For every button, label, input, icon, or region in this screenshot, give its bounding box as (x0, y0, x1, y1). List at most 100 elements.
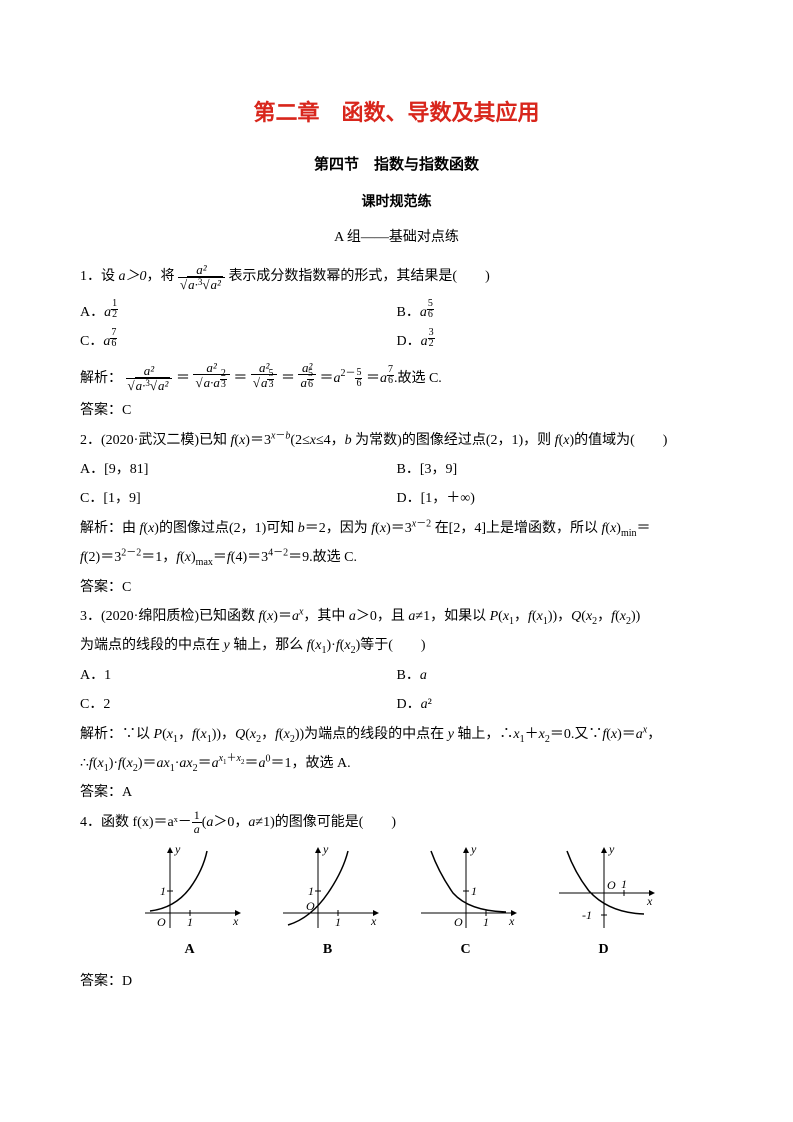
svg-text:1: 1 (335, 915, 341, 929)
q1-s2d: 3 (220, 380, 227, 390)
q1-b-label: B． (397, 305, 420, 320)
graph-b-svg: 1 1 O x y (273, 843, 383, 933)
q1-ans-label: 答案： (80, 403, 122, 418)
q1-s6d: 6 (387, 376, 394, 386)
q1-a-den: 2 (111, 310, 118, 320)
svg-text:y: y (470, 843, 477, 856)
svg-text:O: O (607, 878, 616, 892)
graph-a-svg: 1 1 O x y (135, 843, 245, 933)
q1-solution: 解析： a²a·3a² ＝ a²a·a23 ＝ a²a53 ＝ a²a56 ＝a… (80, 361, 713, 397)
practice-title: 课时规范练 (80, 188, 713, 217)
q1-stem-prefix: 1．设 (80, 269, 119, 284)
q1-den-a: a· (188, 277, 198, 292)
q1-main-frac: a² a·3a² (178, 263, 225, 291)
q3-choice-b: B．a (397, 661, 714, 690)
svg-text:O: O (157, 915, 166, 929)
q1-sol-f3: a²a53 (251, 361, 278, 397)
q4-graph-b: 1 1 O x y B (273, 843, 383, 964)
q2-solution: 解析：由 f(x)的图像过点(2，1)可知 b＝2，因为 f(x)＝3x－2 在… (80, 514, 713, 543)
section-title: 第四节 指数与指数函数 (80, 150, 713, 182)
q2-ans: C (122, 580, 131, 595)
q2-stem: 2．(2020·武汉二模)已知 f(x)＝3x－b(2≤x≤4，b 为常数)的图… (80, 426, 713, 455)
group-title: A 组——基础对点练 (80, 223, 713, 252)
q1-frac-num: a² (196, 262, 206, 277)
q2-sol-text: 由 f(x)的图像过点(2，1)可知 b＝2，因为 f(x)＝3x－2 在[2，… (122, 521, 651, 536)
svg-text:1: 1 (471, 884, 477, 898)
q1-answer: 答案：C (80, 396, 713, 425)
q4-ans-label: 答案： (80, 974, 122, 989)
q4-stem: 4．函数 f(x)＝aˣ－1a(a＞0，a≠1)的图像可能是( ) (80, 808, 713, 837)
q3-choice-c: C．2 (80, 690, 397, 719)
q1-c-label: C． (80, 334, 103, 349)
q1-b-den: 6 (427, 310, 434, 320)
q3-ans: A (122, 785, 132, 800)
graph-d-label: D (549, 935, 659, 964)
svg-text:y: y (174, 843, 181, 856)
q2-stem-text: 2．(2020·武汉二模)已知 f(x)＝3x－b(2≤x≤4，b 为常数)的图… (80, 433, 667, 448)
q3-answer: 答案：A (80, 778, 713, 807)
q3-d-text: D．a² (397, 697, 432, 712)
q2-choice-d: D．[1，＋∞) (397, 484, 714, 513)
q2-solution-2: f(2)＝32－2＝1，f(x)max＝f(4)＝34－2＝9.故选 C. (80, 543, 713, 572)
q1-s5rd: 6 (355, 379, 362, 389)
q2-sol-label: 解析： (80, 521, 122, 536)
q1-cond: a＞0 (119, 269, 147, 284)
svg-text:1: 1 (621, 877, 627, 891)
svg-text:O: O (454, 915, 463, 929)
q1-stem-mid: ，将 (147, 269, 179, 284)
graph-c-label: C (411, 935, 521, 964)
q1-a-label: A． (80, 305, 104, 320)
svg-text:x: x (232, 914, 239, 928)
q3-ans-label: 答案： (80, 785, 122, 800)
graph-a-label: A (135, 935, 245, 964)
svg-text:y: y (608, 843, 615, 856)
svg-text:1: 1 (308, 884, 314, 898)
q2-choice-c: C．[1，9] (80, 484, 397, 513)
q3-solution-1: 解析：∵以 P(x1，f(x1))，Q(x2，f(x2))为端点的线段的中点在 … (80, 720, 713, 749)
q4-ans: D (122, 974, 132, 989)
q1-sol-tail: 故选 C. (397, 371, 441, 386)
q3-b-text: B．a (397, 668, 427, 683)
q3-stem-2: 为端点的线段的中点在 y 轴上，那么 f(x1)·f(x2)等于( ) (80, 631, 713, 660)
q1-den-inner: a² (210, 276, 222, 292)
chapter-title: 第二章 函数、导数及其应用 (80, 90, 713, 136)
q3-sol1-text: ∵以 P(x1，f(x1))，Q(x2，f(x2))为端点的线段的中点在 y 轴… (122, 727, 661, 742)
q4-prefix: 4．函数 f(x)＝aˣ－ (80, 815, 192, 830)
q1-stem-suffix: 表示成分数指数幂的形式，其结果是( ) (228, 269, 489, 284)
q1-s3d: 3 (267, 380, 274, 390)
q3-sol-label: 解析： (80, 727, 122, 742)
q1-choice-a: A．a12 (80, 298, 397, 327)
svg-text:x: x (646, 894, 653, 908)
svg-text:1: 1 (160, 884, 166, 898)
q1-b-base: a (420, 305, 427, 320)
q4-graph-c: 1 1 O x y C (411, 843, 521, 964)
q1-choice-d: D．a32 (397, 327, 714, 356)
q1-choice-c: C．a76 (80, 327, 397, 356)
svg-text:1: 1 (187, 915, 193, 929)
q3-choices: A．1 B．a C．2 D．a² (80, 661, 713, 720)
q4-frac-d: a (194, 822, 200, 836)
q2-choice-a: A．[9，81] (80, 455, 397, 484)
q4-suffix: (a＞0，a≠1)的图像可能是( ) (202, 815, 396, 830)
q4-graph-a: 1 1 O x y A (135, 843, 245, 964)
q2-choices: A．[9，81] B．[3，9] C．[1，9] D．[1，＋∞) (80, 455, 713, 514)
q3-sol2-text: ∴f(x1)·f(x2)＝ax1·ax2＝ax1＋x2＝a0＝1，故选 A. (80, 756, 351, 771)
q3-choice-d: D．a² (397, 690, 714, 719)
svg-text:x: x (508, 914, 515, 928)
q2-answer: 答案：C (80, 573, 713, 602)
q1-sol-f4: a²a56 (298, 361, 316, 397)
q4-graphs: 1 1 O x y A 1 1 O x y B 1 (80, 843, 713, 964)
svg-text:O: O (306, 899, 315, 913)
q1-d-base: a (421, 334, 428, 349)
q4-frac-n: 1 (192, 809, 202, 823)
svg-text:y: y (322, 843, 329, 856)
svg-text:1: 1 (483, 915, 489, 929)
q1-c-base: a (103, 334, 110, 349)
q2-ans-label: 答案： (80, 580, 122, 595)
svg-text:-1: -1 (582, 908, 592, 922)
q1-s5l: 2 (340, 368, 345, 379)
q1-c-den: 6 (110, 339, 117, 349)
q3-solution-2: ∴f(x1)·f(x2)＝ax1·ax2＝ax1＋x2＝a0＝1，故选 A. (80, 749, 713, 778)
q1-d-label: D． (397, 334, 421, 349)
q1-choices: A．a12 B．a56 C．a76 D．a32 (80, 298, 713, 357)
